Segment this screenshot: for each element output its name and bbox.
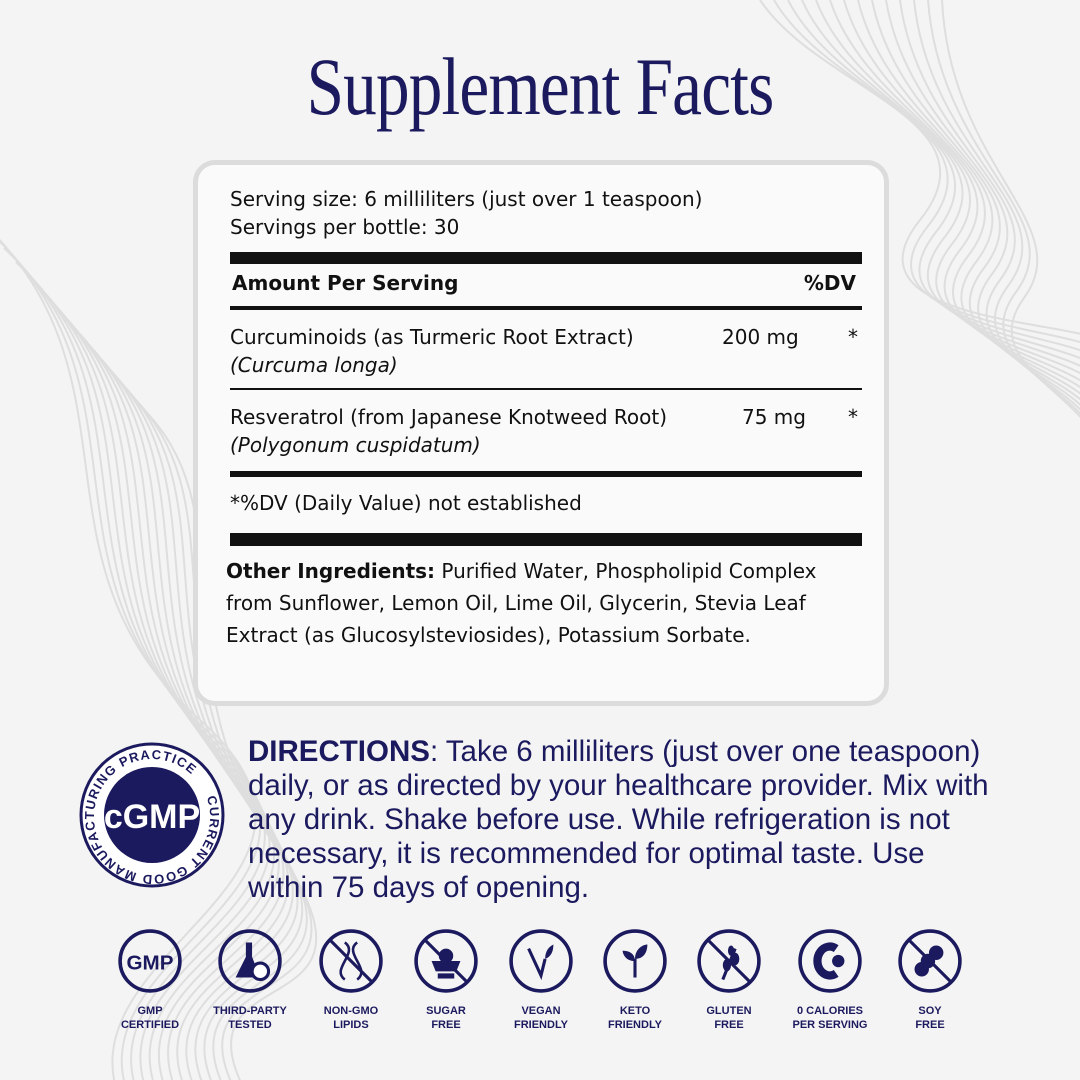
badge-leaf: KETO FRIENDLY xyxy=(580,928,690,1032)
dv-header: %DV xyxy=(803,271,856,295)
divider xyxy=(230,388,862,390)
supplement-facts-panel: Serving size: 6 milliliters (just over 1… xyxy=(193,160,889,706)
gmp-icon: GMP xyxy=(118,929,182,993)
ingredient-amount: 75 mg xyxy=(742,405,806,429)
wheat-crossed-icon xyxy=(697,929,761,993)
dv-footnote: *%DV (Daily Value) not established xyxy=(230,491,582,515)
badge-label: THIRD-PARTY TESTED xyxy=(213,1005,287,1031)
badge-sugar-crossed: SUGAR FREE xyxy=(391,928,501,1032)
vegan-icon xyxy=(509,929,573,993)
badge-calorie: 0 CALORIES PER SERVING xyxy=(775,928,885,1032)
svg-text:cGMP: cGMP xyxy=(104,798,200,836)
dna-crossed-icon xyxy=(319,929,383,993)
badge-vegan: VEGAN FRIENDLY xyxy=(486,928,596,1032)
svg-text:GMP: GMP xyxy=(127,951,174,974)
badge-label: 0 CALORIES PER SERVING xyxy=(792,1005,868,1031)
amount-header: Amount Per Serving xyxy=(232,271,459,295)
badge-label: GMP CERTIFIED xyxy=(120,1005,180,1031)
badge-label: SUGAR FREE xyxy=(426,1005,466,1031)
servings-per-bottle: Servings per bottle: 30 xyxy=(230,215,460,239)
ingredient-name: Resveratrol (from Japanese Knotweed Root… xyxy=(230,405,667,429)
ingredient-dv: * xyxy=(848,325,858,349)
badge-label: SOY FREE xyxy=(915,1005,945,1031)
badge-gmp: GMP GMP CERTIFIED xyxy=(95,928,205,1032)
calorie-icon xyxy=(798,929,862,993)
ingredient-latin: (Curcuma longa) xyxy=(230,353,398,377)
divider xyxy=(230,471,862,477)
ingredient-dv: * xyxy=(848,405,858,429)
badge-label: VEGAN FRIENDLY xyxy=(514,1005,568,1031)
badge-label: KETO FRIENDLY xyxy=(608,1005,662,1031)
ingredient-name: Curcuminoids (as Turmeric Root Extract) xyxy=(230,325,634,349)
leaf-icon xyxy=(603,929,667,993)
ingredient-latin: (Polygonum cuspidatum) xyxy=(230,433,481,457)
flask-check-icon xyxy=(218,929,282,993)
page-title: Supplement Facts xyxy=(306,41,775,132)
badge-label: NON-GMO LIPIDS xyxy=(323,1005,379,1031)
divider xyxy=(230,252,862,264)
badge-soy-crossed: SOY FREE xyxy=(875,928,985,1032)
divider xyxy=(230,533,862,546)
soy-crossed-icon xyxy=(898,929,962,993)
divider xyxy=(230,306,862,310)
cgmp-badge: CURRENT GOOD MANUFACTURING PRACTICE cGMP xyxy=(77,742,227,892)
other-ingredients: Other Ingredients: Purified Water, Phosp… xyxy=(226,559,817,647)
ingredient-amount: 200 mg xyxy=(722,325,799,349)
badge-flask-check: THIRD-PARTY TESTED xyxy=(195,928,305,1032)
badge-label: GLUTEN FREE xyxy=(706,1005,752,1031)
serving-size: Serving size: 6 milliliters (just over 1… xyxy=(230,187,703,211)
directions-text: DIRECTIONS: Take 6 milliliters (just ove… xyxy=(248,735,989,904)
badge-dna-crossed: NON-GMO LIPIDS xyxy=(296,928,406,1032)
sugar-crossed-icon xyxy=(414,929,478,993)
badge-wheat-crossed: GLUTEN FREE xyxy=(674,928,784,1032)
